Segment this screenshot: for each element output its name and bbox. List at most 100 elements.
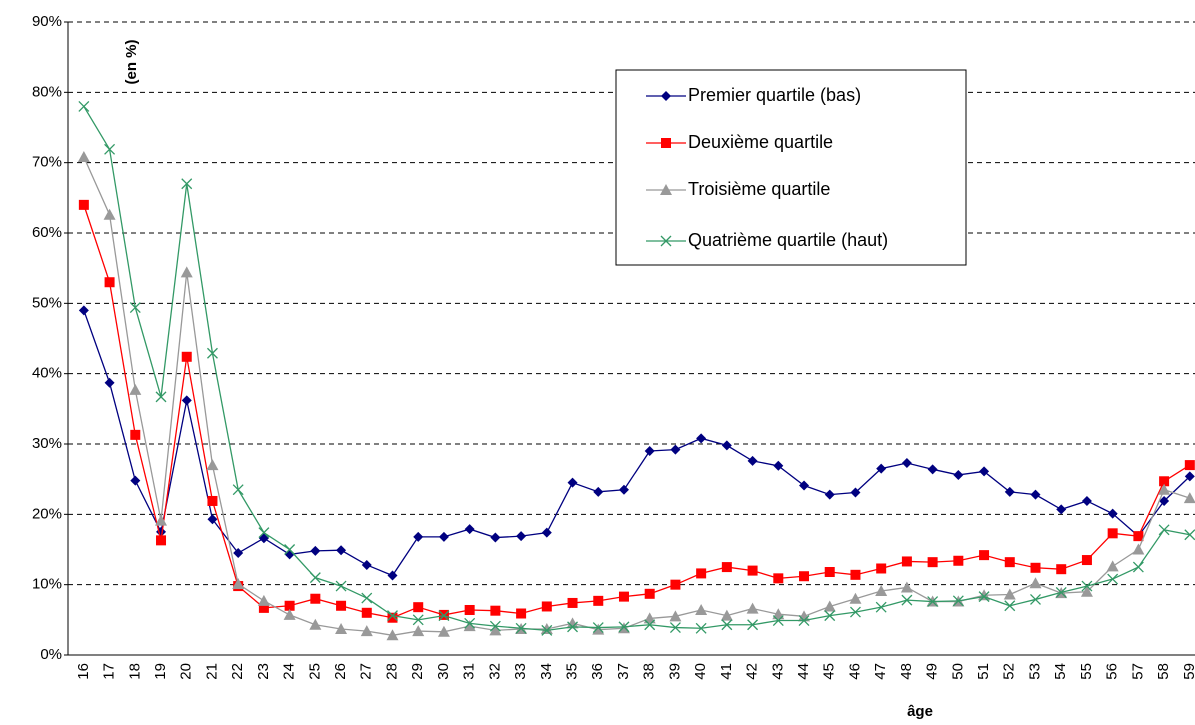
marker [721,440,732,451]
marker [1184,460,1195,471]
marker [206,459,219,471]
marker [901,594,913,606]
marker [927,464,938,475]
marker [850,487,861,498]
marker [1107,573,1119,585]
marker [413,531,424,542]
marker [823,600,836,612]
marker [360,625,373,637]
x-tick-label: 46 [846,663,863,680]
x-tick-label: 50 [949,663,966,680]
marker [516,608,527,619]
marker [901,556,912,567]
legend-label: Troisième quartile [688,179,830,199]
marker [387,612,398,623]
legend-marker [661,138,671,148]
y-axis-note: (en %) [123,39,140,84]
marker [387,570,398,581]
marker [876,463,887,474]
marker [387,610,398,622]
marker [489,620,501,632]
marker [490,532,501,543]
marker [1081,555,1092,566]
x-tick-label: 31 [461,663,478,680]
marker [773,573,784,584]
marker [618,591,629,602]
x-tick-label: 33 [512,663,529,680]
y-tick-label: 20% [32,505,62,522]
marker [1056,504,1067,515]
x-tick-label: 59 [1181,663,1195,680]
marker [180,266,193,278]
marker [747,565,758,576]
marker [103,208,116,220]
marker [1158,483,1171,495]
marker [78,305,89,316]
marker [567,597,578,608]
marker [1159,476,1170,487]
y-tick-label: 60% [32,224,62,241]
x-tick-label: 44 [795,663,812,680]
legend-label: Quatrième quartile (haut) [688,230,888,250]
marker [566,617,579,629]
marker [567,621,578,633]
legend-marker [660,235,672,247]
marker [155,514,168,526]
x-tick-label: 53 [1026,663,1043,680]
marker [336,545,347,556]
marker [1159,495,1170,506]
x-tick-label: 35 [564,663,581,680]
marker [207,495,218,506]
marker [489,624,502,636]
marker [181,178,193,190]
y-tick-label: 50% [32,294,62,311]
marker [695,603,708,615]
marker [1030,562,1041,573]
marker [283,608,296,620]
marker [618,484,629,495]
marker [361,592,373,604]
marker [1133,531,1144,542]
marker [233,548,244,559]
series-line [83,310,1191,577]
marker [720,609,733,621]
x-tick-label: 48 [898,663,915,680]
marker [130,475,141,486]
marker [644,588,655,599]
marker [181,395,192,406]
marker [78,199,89,210]
marker [284,600,295,611]
marker [309,572,321,584]
marker [516,531,527,542]
marker [437,625,450,637]
x-tick-label: 49 [924,663,941,680]
y-tick-label: 70% [32,154,62,171]
x-tick-label: 21 [203,663,220,680]
x-tick-label: 34 [538,663,555,680]
marker [696,568,707,579]
marker [413,602,424,613]
marker [721,619,733,631]
marker [1056,564,1067,575]
x-tick-label: 16 [75,663,92,680]
marker [953,555,964,566]
marker [1003,588,1016,600]
marker [953,469,964,480]
marker [336,600,347,611]
marker [1080,585,1093,597]
marker [129,383,142,395]
x-tick-label: 23 [255,663,272,680]
x-tick-label: 18 [126,663,143,680]
marker [1183,492,1195,504]
marker [1030,593,1041,605]
marker [798,610,811,622]
marker [747,455,758,466]
marker [104,377,115,388]
marker [310,545,321,556]
x-tick-label: 56 [1104,663,1121,680]
marker [721,562,732,573]
marker [644,446,655,457]
legend-box [615,69,967,266]
x-tick-label: 36 [589,663,606,680]
